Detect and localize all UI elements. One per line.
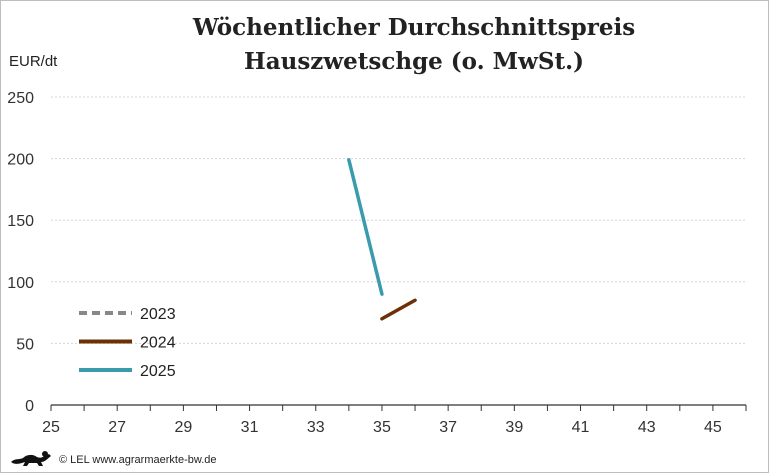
legend-label-2023: 2023 [140,306,176,323]
y-tick-label: 250 [7,90,34,107]
chart-title: Wöchentlicher Durchschnittspreis Hauszwe… [1,11,769,79]
x-tick-label: 33 [307,419,325,436]
x-tick-label: 39 [505,419,523,436]
x-tick-label: 37 [439,419,457,436]
x-tick-label: 31 [241,419,259,436]
x-tick-label: 25 [42,419,60,436]
series-line-2024 [380,298,417,321]
chart-title-line-2: Hauszwetschge (o. MwSt.) [243,48,585,75]
y-tick-label: 200 [7,152,34,169]
x-tick-label: 45 [704,419,722,436]
x-tick-label: 43 [638,419,656,436]
x-tick-label: 27 [108,419,126,436]
x-tick-label: 29 [174,419,192,436]
y-tick-label: 100 [7,275,34,292]
footer-credit: © LEL www.agrarmaerkte-bw.de [59,454,217,466]
legend-label-2024: 2024 [140,335,176,352]
series-line-2025 [347,158,384,296]
y-tick-label: 0 [25,398,34,415]
lion-logo-icon [9,450,53,471]
chart-title-line-1: Wöchentlicher Durchschnittspreis [192,14,636,41]
y-axis-unit-label: EUR/dt [9,53,58,70]
chart-plot: 0 50 100 150 200 250 25 27 29 31 33 35 37 39 41 43 45 202… [7,90,747,436]
legend-label-2025: 2025 [140,363,176,380]
y-tick-label: 150 [7,213,34,230]
y-tick-label: 50 [16,336,34,353]
x-tick-label: 35 [373,419,391,436]
footer: © LEL www.agrarmaerkte-bw.de [9,450,217,470]
x-tick-label: 41 [572,419,590,436]
